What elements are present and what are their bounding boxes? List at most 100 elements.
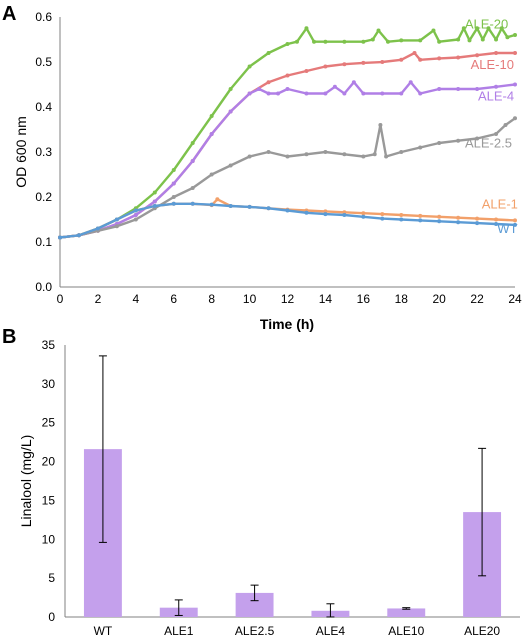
data-point: [475, 221, 480, 226]
bar-ale10: [387, 608, 426, 617]
data-point: [323, 91, 328, 96]
y-tick-label: 0: [48, 610, 55, 624]
series-label: ALE-2.5: [465, 136, 512, 151]
category-label: WT: [94, 624, 113, 638]
data-point: [342, 152, 347, 157]
data-point: [503, 123, 508, 127]
data-point: [228, 163, 233, 168]
data-point: [171, 168, 176, 172]
series-label: ALE-10: [471, 57, 514, 72]
data-point: [342, 62, 347, 67]
data-point: [418, 213, 423, 218]
data-point: [399, 57, 404, 62]
bars: [83, 449, 502, 617]
data-point: [475, 53, 480, 58]
data-point: [190, 201, 195, 206]
data-point: [494, 222, 499, 226]
data-point: [399, 217, 404, 222]
data-point: [215, 197, 220, 202]
panel-a-letter: A: [2, 3, 16, 25]
series-line-ale-20: [59, 27, 516, 239]
data-point: [257, 87, 262, 91]
data-point: [456, 220, 461, 225]
data-point: [332, 84, 337, 89]
data-point: [372, 152, 377, 157]
data-point: [408, 80, 413, 85]
data-point: [412, 51, 417, 55]
data-point: [475, 87, 480, 91]
x-tick-label: 2: [95, 292, 102, 306]
data-point: [467, 38, 472, 43]
data-point: [494, 51, 499, 55]
series-labels: ALE-20 ALE-10 ALE-4 ALE-2.5 ALE-1 WT: [465, 16, 518, 236]
category-label: ALE20: [464, 624, 500, 638]
x-axis-title: Time (h): [260, 316, 314, 332]
data-point: [475, 26, 480, 31]
data-point: [494, 84, 499, 89]
data-point: [266, 150, 271, 154]
data-point: [114, 224, 119, 229]
data-point: [456, 215, 461, 220]
data-point: [247, 91, 252, 96]
data-point: [342, 91, 347, 96]
data-point: [437, 219, 442, 224]
data-point: [475, 216, 480, 221]
data-point: [152, 204, 157, 208]
data-point: [437, 87, 442, 91]
data-point: [209, 132, 214, 136]
data-point: [380, 212, 385, 217]
data-point: [361, 91, 366, 96]
data-point: [370, 37, 375, 42]
linalool-bar-chart: 0 5 10 15 20 25 30 35 WT ALE1 ALE2.5 ALE4 ALE10 ALE2…: [18, 338, 520, 638]
data-point: [76, 233, 81, 238]
data-point: [152, 199, 157, 204]
data-point: [361, 214, 366, 219]
x-tick-label: 10: [243, 292, 257, 306]
data-point: [209, 202, 214, 207]
y-tick-label: 35: [42, 338, 56, 352]
y-tick-label: 0.2: [35, 190, 52, 204]
data-point: [486, 26, 491, 31]
data-point: [418, 145, 423, 150]
data-point: [361, 211, 366, 216]
category-labels: WT ALE1 ALE2.5 ALE4 ALE10 ALE20: [94, 624, 501, 638]
data-point: [152, 190, 157, 195]
data-point: [247, 64, 252, 69]
data-point: [437, 56, 442, 61]
data-point: [247, 204, 252, 209]
x-tick-label: 24: [508, 292, 522, 306]
data-point: [304, 26, 309, 31]
data-point: [114, 217, 119, 222]
data-point: [494, 217, 499, 222]
data-point: [513, 222, 517, 227]
data-point: [171, 195, 176, 199]
data-point: [351, 80, 356, 85]
series-label: ALE-4: [478, 88, 514, 103]
data-point: [461, 26, 466, 31]
y-tick-label: 0.1: [35, 235, 52, 249]
data-point: [513, 51, 517, 55]
y-tick-label: 15: [42, 493, 56, 507]
data-point: [304, 210, 309, 215]
data-point: [285, 87, 290, 91]
data-point: [285, 154, 290, 159]
data-point: [399, 38, 404, 43]
data-point: [480, 37, 485, 42]
series-label: ALE-20: [465, 16, 508, 31]
growth-curve-chart: 0.00.10.20.30.40.50.6 0 2 4 6 8 10 12 14 16 18 20 2…: [13, 10, 522, 332]
data-point: [385, 39, 390, 44]
data-point: [228, 87, 233, 91]
data-point: [437, 141, 442, 145]
x-tick-label: 8: [208, 292, 215, 306]
data-point: [133, 208, 138, 213]
y-tick-label: 20: [42, 455, 56, 469]
data-point: [361, 154, 366, 159]
data-point: [266, 91, 271, 96]
data-point: [95, 226, 100, 231]
data-point: [323, 150, 328, 154]
data-point: [418, 218, 423, 223]
series-label: ALE-1: [482, 196, 518, 211]
data-point: [513, 218, 517, 223]
data-point: [418, 57, 423, 62]
y-tick-label: 0.5: [35, 55, 52, 69]
